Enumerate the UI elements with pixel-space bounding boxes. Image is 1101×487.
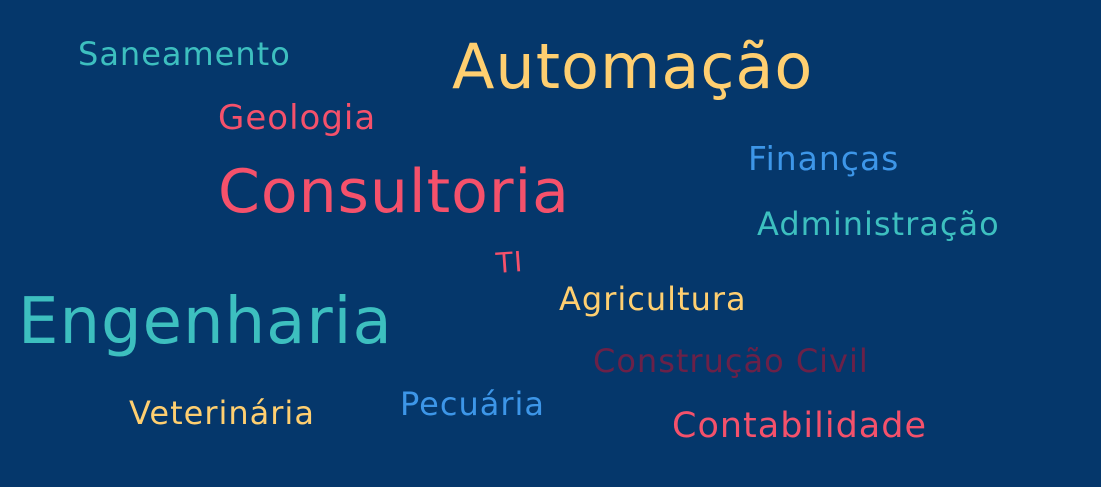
word-pecuaria: Pecuária: [400, 385, 545, 423]
word-administracao: Administração: [757, 205, 1000, 243]
word-automacao: Automação: [452, 30, 814, 103]
word-ti: TI: [494, 245, 525, 280]
word-geologia: Geologia: [218, 98, 377, 138]
word-consultoria: Consultoria: [218, 157, 570, 227]
word-construcao-civil: Construção Civil: [593, 342, 869, 380]
word-veterinaria: Veterinária: [129, 394, 315, 432]
word-financas: Finanças: [748, 139, 900, 178]
word-saneamento: Saneamento: [78, 35, 291, 73]
word-contabilidade: Contabilidade: [672, 406, 928, 446]
word-engenharia: Engenharia: [18, 285, 393, 359]
word-agricultura: Agricultura: [559, 280, 747, 318]
